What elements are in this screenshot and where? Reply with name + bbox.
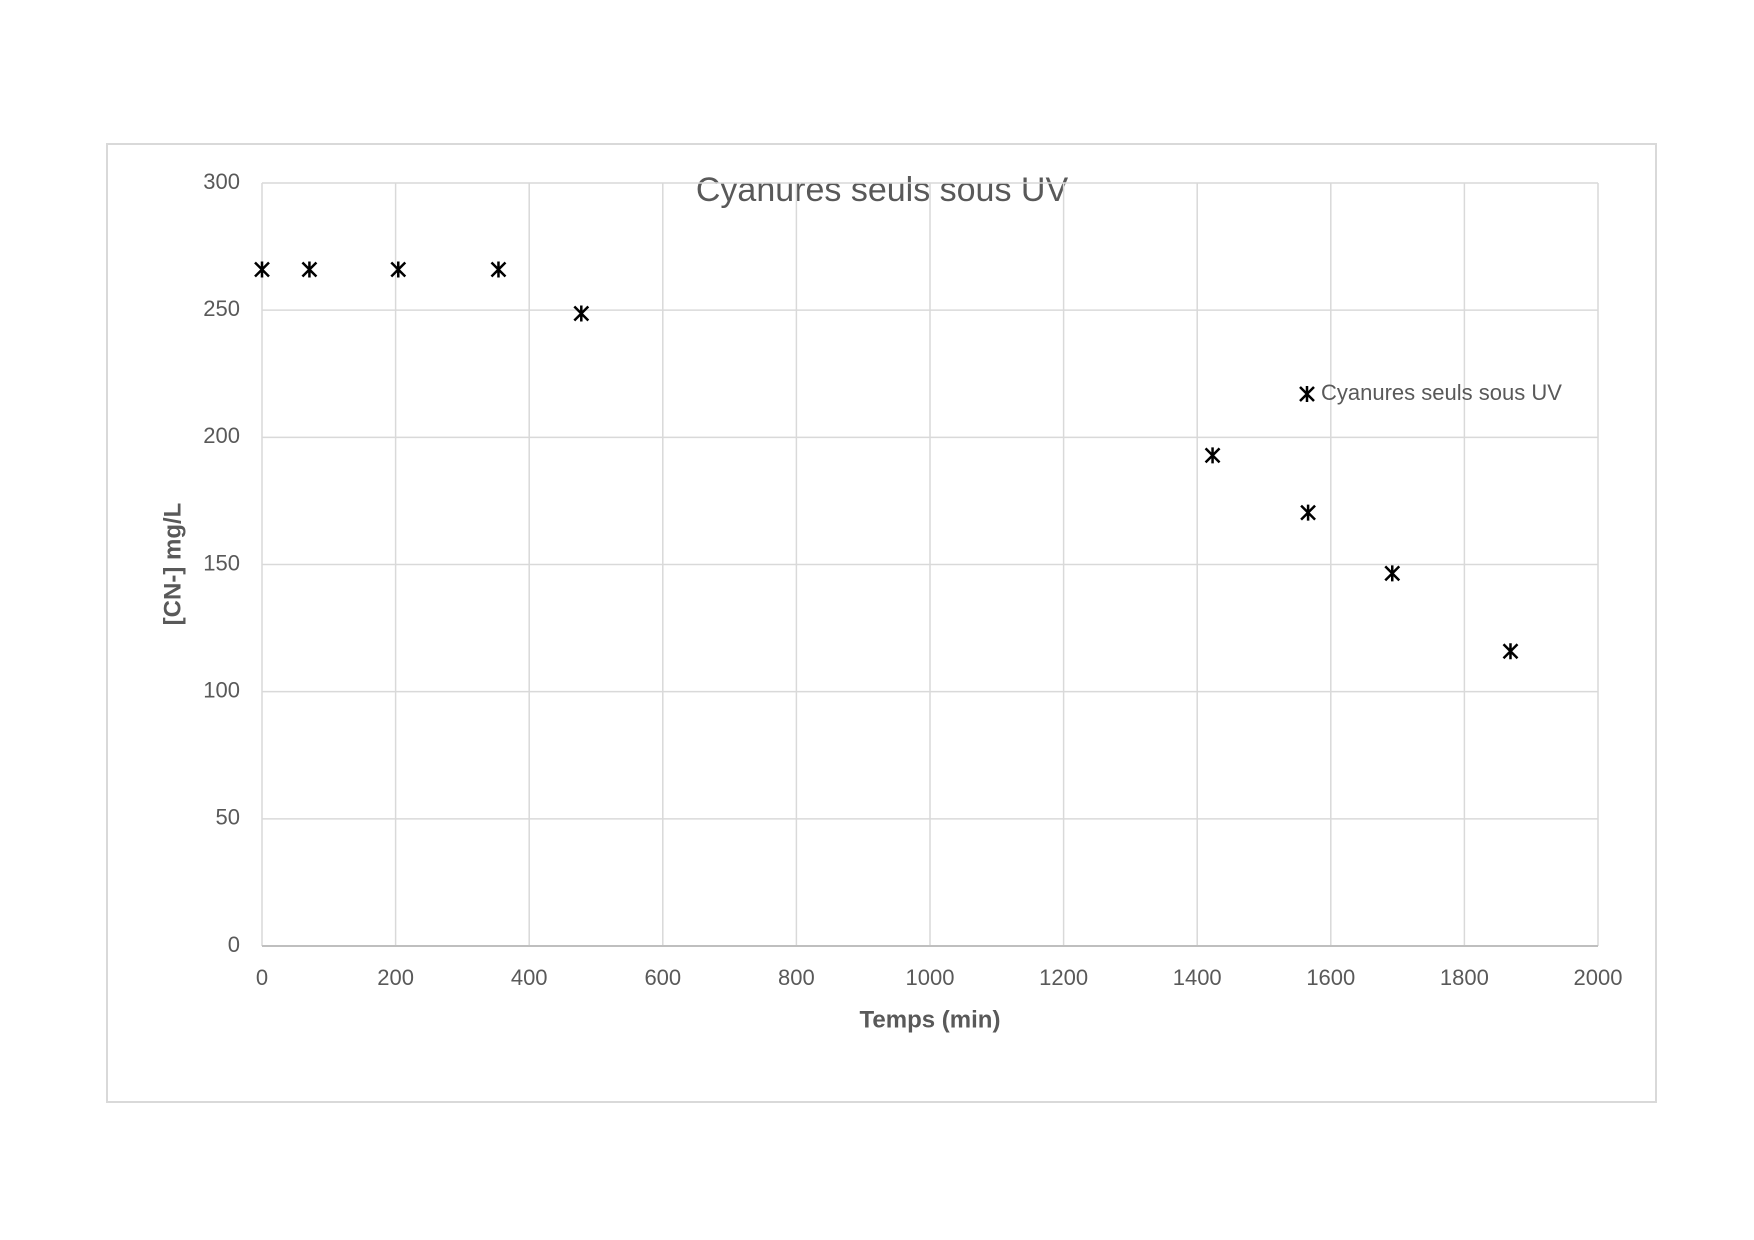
data-point [573, 305, 590, 322]
legend-marker [1299, 386, 1315, 402]
x-tick-label: 1600 [1306, 965, 1355, 990]
y-tick-label: 100 [203, 677, 240, 702]
data-point [490, 261, 507, 278]
x-tick-label: 1400 [1173, 965, 1222, 990]
x-tick-label: 600 [644, 965, 681, 990]
chart-frame [106, 143, 1657, 1103]
legend-label: Cyanures seuls sous UV [1321, 380, 1562, 405]
x-tick-label: 800 [778, 965, 815, 990]
x-axis-title: Temps (min) [860, 1006, 1001, 1033]
chart-title: Cyanures seuls sous UV [696, 171, 1069, 209]
y-tick-label: 250 [203, 296, 240, 321]
data-point [1502, 643, 1519, 660]
data-point [1384, 565, 1401, 582]
x-tick-label: 1200 [1039, 965, 1088, 990]
data-point [1300, 504, 1316, 521]
y-axis-title: [CN-] mg/L [159, 503, 186, 626]
x-tick-label: 1800 [1440, 965, 1489, 990]
y-tick-label: 0 [228, 932, 240, 957]
x-tick-label: 2000 [1574, 965, 1623, 990]
y-tick-label: 50 [216, 805, 240, 830]
y-tick-label: 200 [203, 423, 240, 448]
y-tick-label: 300 [203, 169, 240, 194]
data-point [301, 261, 318, 278]
y-tick-label: 150 [203, 550, 240, 575]
x-tick-label: 0 [256, 965, 268, 990]
x-tick-label: 1000 [906, 965, 955, 990]
data-point [254, 261, 270, 278]
data-point [390, 261, 407, 278]
data-point [1204, 447, 1221, 464]
x-tick-label: 200 [377, 965, 414, 990]
x-tick-label: 400 [511, 965, 548, 990]
